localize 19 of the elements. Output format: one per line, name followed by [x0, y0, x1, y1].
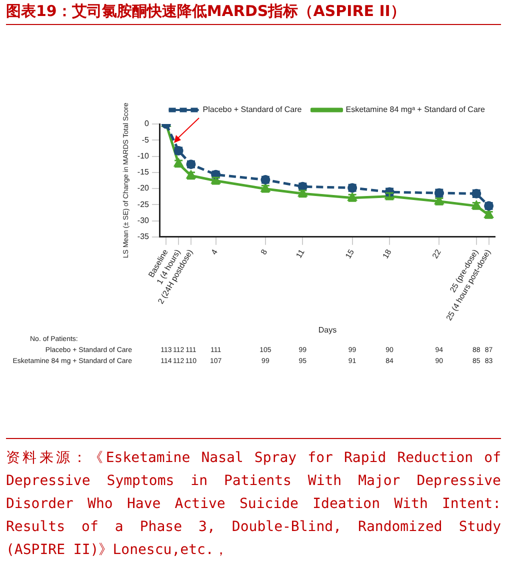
chart-title: 图表19：艾司氯胺酮快速降低MARDS指标（ASPIRE II） — [6, 2, 501, 25]
x-tick-label: 4 — [209, 247, 220, 256]
text: 资料来源：《Esketamine Nasal Spray for Rapid Reduction of Depressive Symptoms in Patients With Major Depressive Disorder Who Have Active Suicide Ideation With Intent: Results of a Phase 3, Double-Blind, Randomized Study (ASPIRE II)》Lonescu,etc.， — [6, 438, 501, 562]
x-axis-title: Days — [318, 325, 337, 334]
y-tick-label: -10 — [137, 151, 150, 160]
y-tick-label: -15 — [137, 168, 150, 177]
x-tick-label: 11 — [294, 247, 307, 260]
x-tick-label: 18 — [380, 247, 394, 260]
x-tick-label: 15 — [344, 247, 356, 260]
y-tick-label: -25 — [137, 200, 150, 209]
y-tick-label: -30 — [137, 216, 150, 225]
x-tick-label: 8 — [259, 247, 270, 256]
legend-label: Placebo + Standard of Care — [202, 105, 302, 114]
y-tick-label: -5 — [142, 135, 150, 144]
y-tick-label: -20 — [137, 184, 150, 193]
y-tick-label: -35 — [137, 232, 150, 242]
x-tick-label: 22 — [430, 247, 444, 260]
y-tick-label: 0 — [144, 119, 150, 128]
legend-label: Esketamine 84 mgᵃ + Standard of Care — [346, 105, 486, 114]
